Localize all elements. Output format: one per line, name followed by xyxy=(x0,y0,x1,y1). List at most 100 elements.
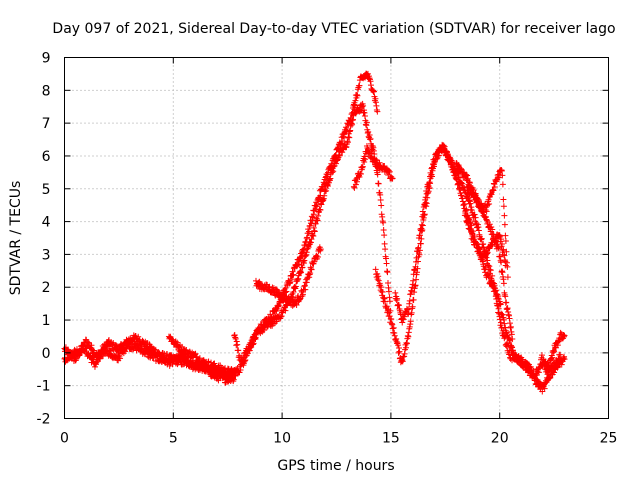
data-point xyxy=(277,313,284,320)
data-point xyxy=(503,299,510,306)
data-point xyxy=(557,351,564,358)
data-point xyxy=(353,176,360,183)
data-track xyxy=(231,70,381,370)
data-point xyxy=(467,200,474,207)
y-tick-label: 6 xyxy=(42,149,51,165)
data-point xyxy=(410,277,417,284)
data-point xyxy=(415,244,422,251)
data-point xyxy=(382,246,389,253)
data-point xyxy=(378,202,385,209)
y-tick-label: 3 xyxy=(42,247,51,263)
data-point xyxy=(388,320,395,327)
data-point xyxy=(367,78,374,85)
data-point xyxy=(422,194,429,201)
data-point xyxy=(298,253,305,260)
data-point xyxy=(486,201,493,208)
data-point xyxy=(407,318,414,325)
data-point xyxy=(179,343,186,350)
data-point xyxy=(538,352,545,359)
y-tick-label: 0 xyxy=(42,346,51,362)
data-point xyxy=(310,233,317,240)
data-point xyxy=(413,254,420,261)
data-point xyxy=(83,345,90,352)
data-point xyxy=(359,163,366,170)
data-point xyxy=(367,82,374,89)
data-point xyxy=(384,269,391,276)
data-point xyxy=(357,170,364,177)
data-point xyxy=(90,347,97,354)
x-tick-label: 20 xyxy=(491,431,509,447)
data-point xyxy=(416,232,423,239)
data-point xyxy=(385,288,392,295)
data-point xyxy=(375,277,382,284)
plot-frame xyxy=(64,57,609,419)
data-point xyxy=(375,273,382,280)
data-point xyxy=(499,181,506,188)
x-axis-label: GPS time / hours xyxy=(277,458,394,474)
data-point xyxy=(423,190,430,197)
data-point xyxy=(300,247,307,254)
data-point xyxy=(418,221,425,228)
data-point xyxy=(505,342,512,349)
y-tick-label: 9 xyxy=(42,51,51,67)
data-point xyxy=(489,226,496,233)
y-tick-label: 5 xyxy=(42,182,51,198)
data-point xyxy=(502,237,509,244)
data-point xyxy=(498,236,505,243)
data-point xyxy=(381,240,388,247)
y-tick-label: 8 xyxy=(42,83,51,99)
data-point xyxy=(552,364,559,371)
data-point xyxy=(353,178,360,185)
data-point xyxy=(509,335,516,342)
data-point xyxy=(311,228,318,235)
y-axis-label: SDTVAR / TECUs xyxy=(8,181,24,296)
data-point xyxy=(370,88,377,95)
data-point xyxy=(386,309,393,316)
data-point xyxy=(443,148,450,155)
data-point xyxy=(386,298,393,305)
data-point xyxy=(369,87,376,94)
data-point xyxy=(391,329,398,336)
data-point xyxy=(352,181,359,188)
data-point xyxy=(234,341,241,348)
x-tick-label: 10 xyxy=(273,431,291,447)
data-point xyxy=(478,235,485,242)
data-point xyxy=(492,288,499,295)
x-tick-label: 5 xyxy=(169,431,178,447)
data-point xyxy=(339,138,346,145)
data-point xyxy=(502,333,509,340)
data-point xyxy=(448,159,455,166)
data-point xyxy=(269,315,276,322)
data-point xyxy=(383,255,390,262)
data-point xyxy=(299,264,306,271)
x-tick-label: 0 xyxy=(60,431,69,447)
data-point xyxy=(501,212,508,219)
data-point xyxy=(495,245,502,252)
data-point xyxy=(500,280,507,287)
data-point xyxy=(275,288,282,295)
data-point xyxy=(392,289,399,296)
data-point xyxy=(308,266,315,273)
data-point xyxy=(385,306,392,313)
data-point xyxy=(490,187,497,194)
data-point xyxy=(354,92,361,99)
data-point xyxy=(377,191,384,198)
data-point xyxy=(294,262,301,269)
data-point xyxy=(117,355,124,362)
data-point xyxy=(302,286,309,293)
data-point xyxy=(317,246,324,253)
data-point xyxy=(420,211,427,218)
data-point xyxy=(499,172,506,179)
data-point xyxy=(308,236,315,243)
data-point xyxy=(447,156,454,163)
y-tick-label: 1 xyxy=(42,313,51,329)
data-track xyxy=(392,141,564,381)
data-point xyxy=(232,335,239,342)
data-track xyxy=(464,183,516,342)
data-point xyxy=(428,173,435,180)
data-points xyxy=(61,70,568,395)
data-point xyxy=(409,303,416,310)
data-point xyxy=(472,214,479,221)
data-point xyxy=(535,369,542,376)
data-point xyxy=(464,172,471,179)
